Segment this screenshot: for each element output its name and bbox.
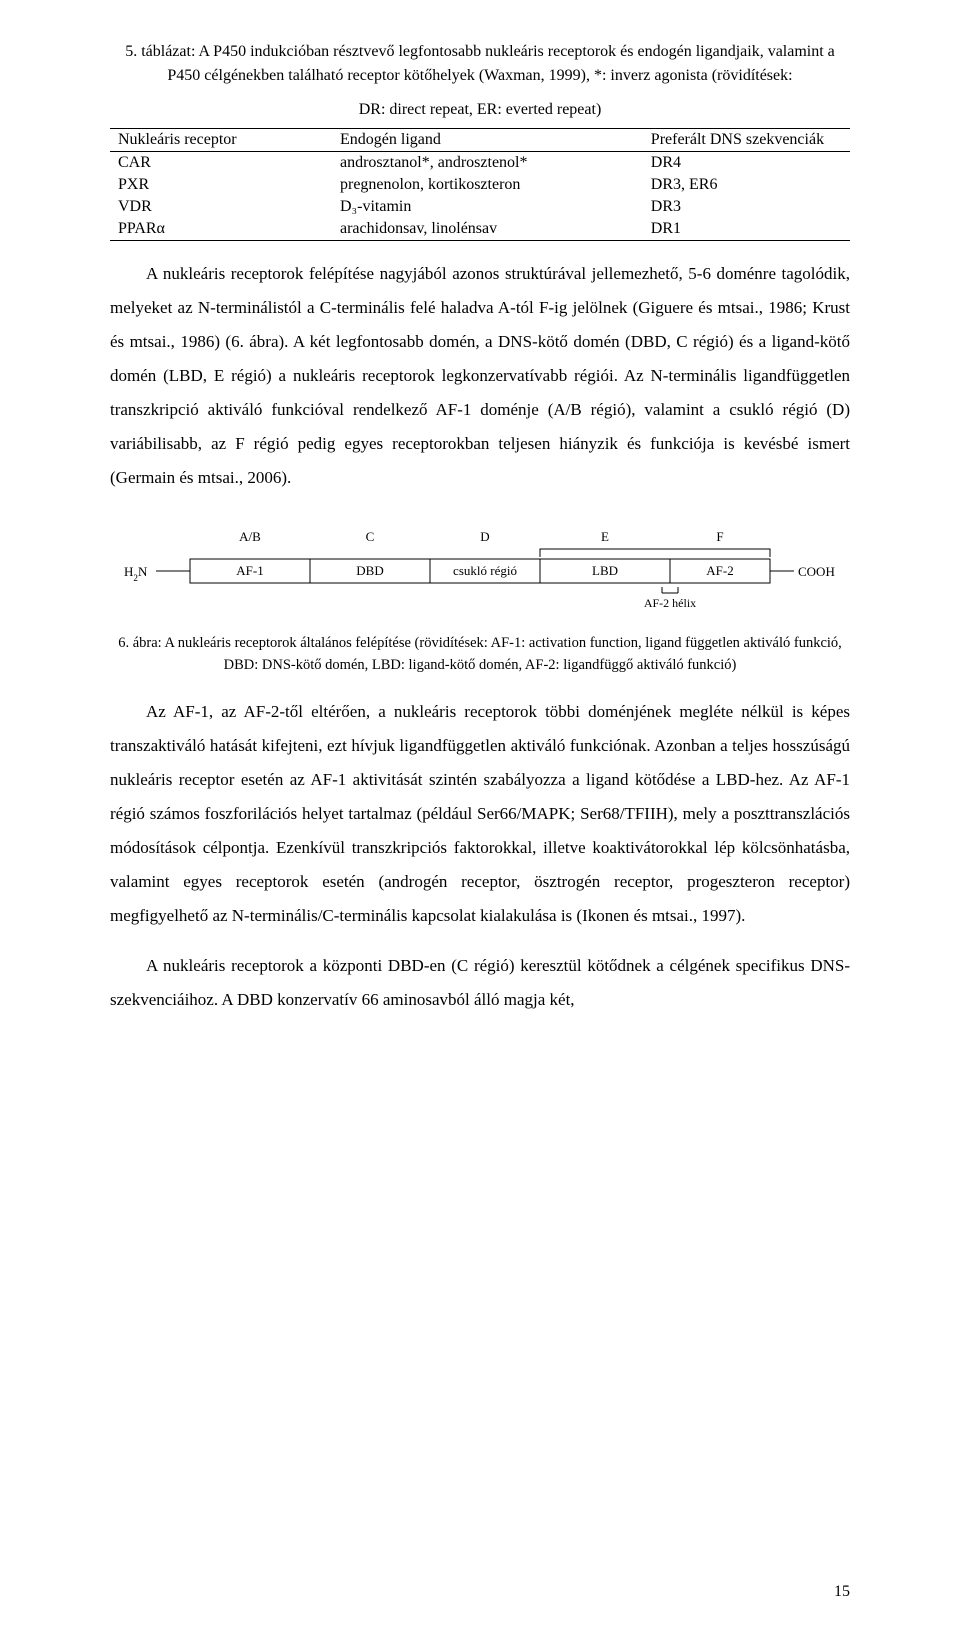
domain-diagram-svg: H2N COOH A/B AF-1 C DBD Dcsukló régió E LBD F AF-2… xyxy=(120,525,840,625)
receptor-table: Nukleáris receptor Endogén ligand Prefer… xyxy=(110,128,850,241)
svg-text:AF-1: AF-1 xyxy=(236,563,263,578)
td: DR3, ER6 xyxy=(643,174,850,196)
table-row: PPARα arachidonsav, linolénsav DR1 xyxy=(110,218,850,241)
svg-text:E: E xyxy=(601,529,609,544)
table-row: CAR androsztanol*, androsztenol* DR4 xyxy=(110,152,850,175)
td: VDR xyxy=(110,196,332,218)
svg-text:AF-2 hélix: AF-2 hélix xyxy=(644,596,696,610)
table-caption-sub: DR: direct repeat, ER: everted repeat) xyxy=(110,98,850,122)
td: DR1 xyxy=(643,218,850,241)
figure-caption: 6. ábra: A nukleáris receptorok általáno… xyxy=(110,633,850,677)
page-number: 15 xyxy=(834,1583,850,1601)
svg-text:AF-2: AF-2 xyxy=(706,563,733,578)
td: PPARα xyxy=(110,218,332,241)
table-row: VDR D₃-vitamin DR3 xyxy=(110,196,850,218)
table-caption: 5. táblázat: A P450 indukcióban résztvev… xyxy=(110,40,850,88)
svg-text:C: C xyxy=(366,529,375,544)
table-header-row: Nukleáris receptor Endogén ligand Prefer… xyxy=(110,129,850,152)
svg-text:H2N: H2N xyxy=(124,564,148,583)
th-receptor: Nukleáris receptor xyxy=(110,129,332,152)
td: androsztanol*, androsztenol* xyxy=(332,152,643,175)
table-row: PXR pregnenolon, kortikoszteron DR3, ER6 xyxy=(110,174,850,196)
svg-text:csukló régió: csukló régió xyxy=(453,563,517,578)
paragraph-3: A nukleáris receptorok a központi DBD-en… xyxy=(110,949,850,1017)
td: PXR xyxy=(110,174,332,196)
paragraph-2: Az AF-1, az AF-2-től eltérően, a nukleár… xyxy=(110,695,850,933)
td: DR3 xyxy=(643,196,850,218)
td: DR4 xyxy=(643,152,850,175)
th-ligand: Endogén ligand xyxy=(332,129,643,152)
svg-text:A/B: A/B xyxy=(239,529,261,544)
td: arachidonsav, linolénsav xyxy=(332,218,643,241)
paragraph-1: A nukleáris receptorok felépítése nagyjá… xyxy=(110,257,850,495)
svg-text:DBD: DBD xyxy=(356,563,383,578)
td: pregnenolon, kortikoszteron xyxy=(332,174,643,196)
svg-text:F: F xyxy=(716,529,723,544)
page: 5. táblázat: A P450 indukcióban résztvev… xyxy=(0,0,960,1633)
svg-text:COOH: COOH xyxy=(798,564,835,579)
svg-text:D: D xyxy=(480,529,489,544)
domain-diagram: H2N COOH A/B AF-1 C DBD Dcsukló régió E LBD F AF-2… xyxy=(110,525,850,625)
th-dns: Preferált DNS szekvenciák xyxy=(643,129,850,152)
svg-text:LBD: LBD xyxy=(592,563,618,578)
td: D₃-vitamin xyxy=(332,196,643,218)
td: CAR xyxy=(110,152,332,175)
